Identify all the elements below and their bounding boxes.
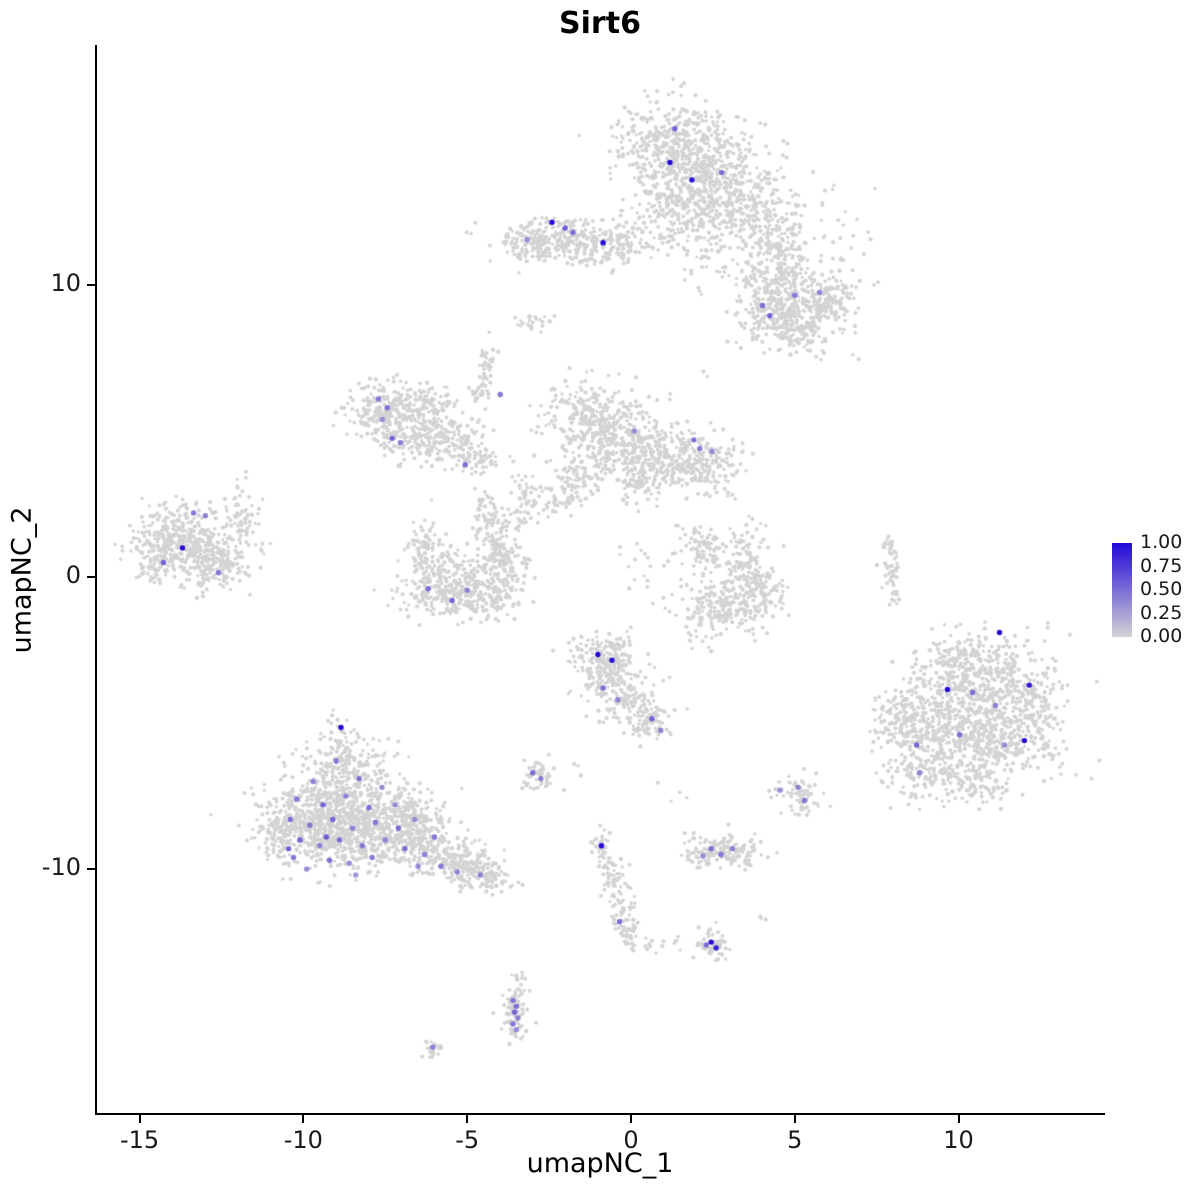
x-tick-label: -5	[455, 1126, 480, 1154]
y-tick-label: 0	[65, 561, 81, 590]
x-tick-label: -10	[283, 1126, 323, 1154]
x-tick-label: 10	[943, 1126, 974, 1154]
legend-tick-label: 0.75	[1140, 554, 1183, 577]
x-tick-label: 5	[787, 1126, 803, 1154]
y-tick-mark	[87, 284, 95, 287]
legend-tick-label: 0.00	[1140, 625, 1183, 647]
x-axis-label: umapNC_1	[526, 1148, 674, 1179]
legend-tick-label: 0.25	[1140, 601, 1183, 624]
legend-tick-label: 1.00	[1140, 531, 1183, 553]
legend-tick-label: 0.50	[1140, 578, 1183, 600]
x-tick-mark	[957, 1115, 960, 1123]
x-tick-mark	[138, 1115, 141, 1123]
x-tick-mark	[629, 1115, 632, 1123]
x-tick-label: -15	[119, 1126, 160, 1154]
y-tick-mark	[87, 868, 95, 871]
y-tick-mark	[87, 576, 95, 579]
x-tick-mark	[793, 1115, 796, 1123]
y-tick-label: -10	[41, 853, 81, 882]
y-tick-label: 10	[50, 269, 81, 298]
color-legend-gradient-bar	[1112, 543, 1132, 637]
x-tick-mark	[466, 1115, 469, 1123]
x-tick-mark	[302, 1115, 305, 1123]
x-tick-label: 0	[623, 1126, 639, 1154]
